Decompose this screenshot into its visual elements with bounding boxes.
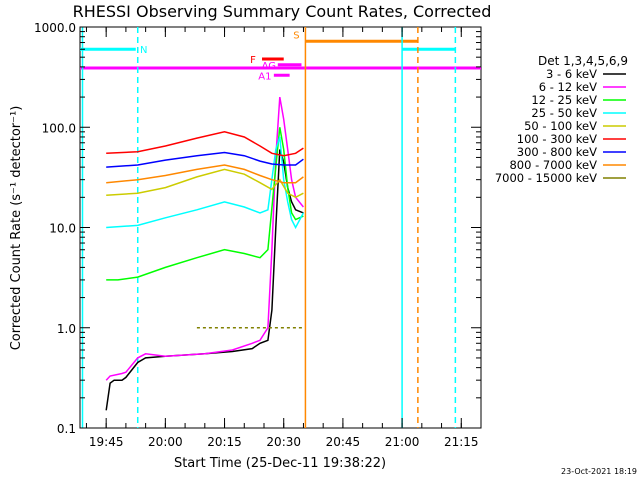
flag-label: N <box>140 45 147 56</box>
legend-label: 12 - 25 keV <box>531 93 597 107</box>
legend-label: 100 - 300 keV <box>517 132 597 146</box>
series-lines <box>105 96 305 411</box>
x-tick-label: 19:45 <box>89 435 124 449</box>
flag-label: S <box>293 30 299 41</box>
series-line <box>106 168 304 199</box>
legend-label: 3 - 6 keV <box>546 67 597 81</box>
footer-timestamp: 23-Oct-2021 18:19 <box>561 467 637 476</box>
x-tick-label: 21:15 <box>444 435 479 449</box>
x-tick-label: 20:00 <box>148 435 183 449</box>
plot-frame <box>79 26 482 429</box>
legend-title: Det 1,3,4,5,6,9 <box>538 54 628 68</box>
flag-label: AG <box>262 61 276 72</box>
chart-title: RHESSI Observing Summary Count Rates, Co… <box>73 2 492 21</box>
x-tick-label: 21:00 <box>385 435 420 449</box>
legend-label: 7000 - 15000 keV <box>495 171 597 185</box>
flag-label: A1 <box>258 71 271 82</box>
y-tick-label: 100.0 <box>42 121 76 135</box>
series-line <box>106 136 305 230</box>
legend-label: 800 - 7000 keV <box>509 158 597 172</box>
y-tick-label: 10.0 <box>49 222 76 236</box>
y-axis: 0.1 1.0 10.0 100.0 1000.0 <box>34 21 481 436</box>
legend-label: 25 - 50 keV <box>531 106 597 120</box>
y-tick-label: 1.0 <box>57 322 76 336</box>
x-tick-label: 20:15 <box>207 435 242 449</box>
y-tick-label: 1000.0 <box>34 21 76 35</box>
x-tick-label: 20:45 <box>326 435 361 449</box>
flag-label: F <box>250 55 256 66</box>
saa-night-lines <box>81 27 457 428</box>
y-axis-label: Corrected Count Rate (s⁻¹ detector⁻¹) <box>9 106 24 351</box>
legend-label: 6 - 12 keV <box>539 80 597 94</box>
y-tick-label: 0.1 <box>57 422 76 436</box>
series-line <box>106 164 304 184</box>
legend-label: 300 - 800 keV <box>517 145 597 159</box>
series-line <box>105 96 304 381</box>
series-line <box>106 131 304 157</box>
x-axis: 19:45 20:00 20:15 20:30 20:45 21:00 21:15 <box>85 27 482 449</box>
series-line <box>106 127 304 281</box>
series-line <box>106 151 304 168</box>
x-axis-label: Start Time (25-Dec-11 19:38:22) <box>174 456 386 471</box>
legend-label: 50 - 100 keV <box>524 119 597 133</box>
x-tick-label: 20:30 <box>266 435 301 449</box>
